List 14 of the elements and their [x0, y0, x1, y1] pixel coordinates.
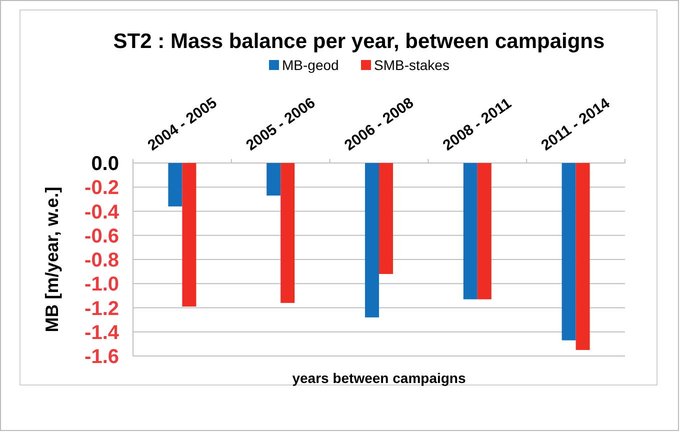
y-tick-label: -0.6: [84, 225, 119, 248]
legend-label: SMB-stakes: [374, 57, 450, 73]
chart-title: ST2 : Mass balance per year, between campaigns: [113, 30, 605, 53]
y-tick-label: 0.0: [91, 153, 119, 175]
x-axis-title: years between campaigns: [292, 370, 466, 386]
y-tick-label: -0.8: [84, 250, 119, 272]
y-tick-label: -1.0: [84, 274, 119, 296]
y-tick-label: -1.2: [84, 298, 119, 320]
y-tick-label: -0.4: [84, 201, 120, 224]
y-tick-label: -0.2: [84, 177, 119, 200]
legend-label: MB-geod: [282, 57, 339, 73]
y-axis-title: MB [m/year, w.e.]: [42, 186, 62, 332]
y-tick-label: -1.4: [84, 322, 120, 344]
y-tick-label: -1.6: [84, 346, 119, 368]
